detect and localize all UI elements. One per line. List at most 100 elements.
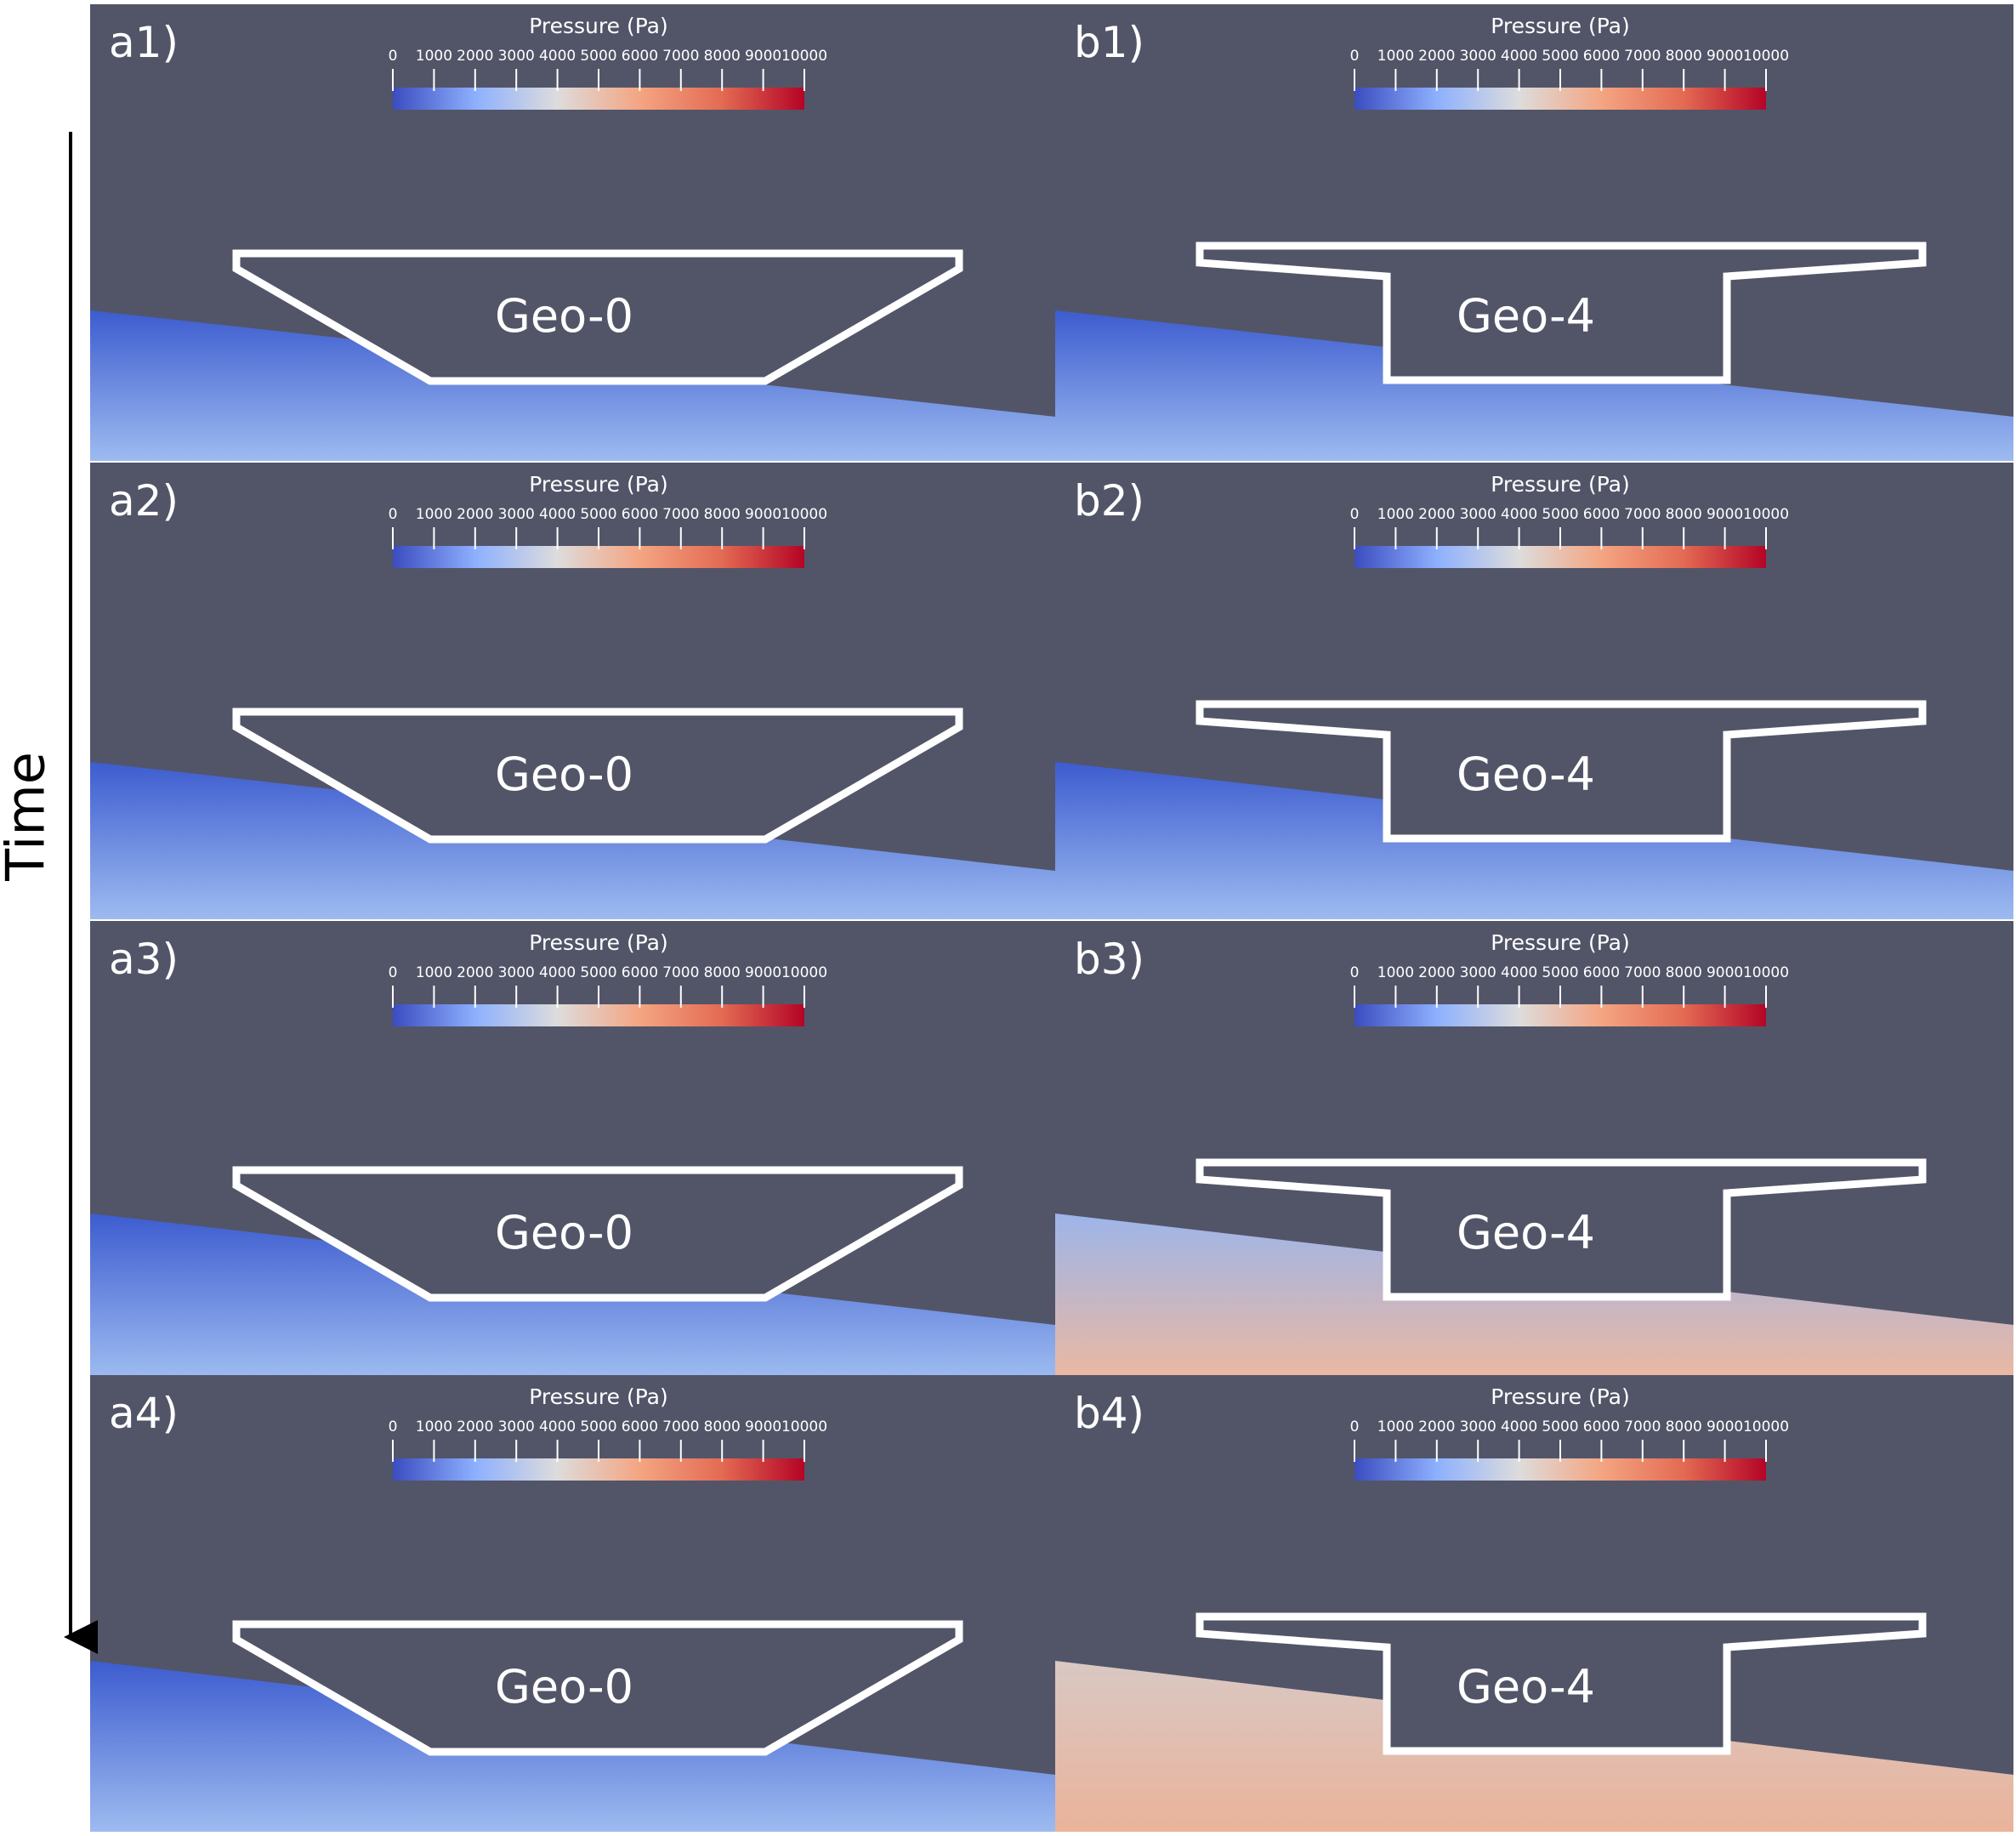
colorbar-title: Pressure (Pa) xyxy=(529,472,667,497)
colorbar-title: Pressure (Pa) xyxy=(1491,472,1629,497)
colorbar-tick-label: 10000 xyxy=(781,48,827,65)
colorbar-title: Pressure (Pa) xyxy=(1491,1384,1629,1409)
structure-outline xyxy=(1195,1612,1927,1755)
geometry-label: Geo-4 xyxy=(1457,1660,1595,1714)
colorbar-gradient xyxy=(1354,1458,1766,1481)
colorbar-tick-label: 1000 xyxy=(416,964,452,981)
colorbar-gradient xyxy=(393,88,804,110)
colorbar-tick-label: 7000 xyxy=(1624,1418,1661,1435)
colorbar-tick-label: 2000 xyxy=(1418,48,1455,65)
colorbar-tick-label: 8000 xyxy=(704,1418,741,1435)
panel-label: a2) xyxy=(109,476,179,526)
colorbar-tick-label: 7000 xyxy=(1624,506,1661,523)
panel-label: a1) xyxy=(109,18,179,67)
colorbar-tick-label: 6000 xyxy=(1583,1418,1620,1435)
colorbar-tick-label: 10000 xyxy=(781,1418,827,1435)
colorbar-tick-label: 10000 xyxy=(781,964,827,981)
colorbar-tick-label: 10000 xyxy=(1743,964,1789,981)
colorbar-title: Pressure (Pa) xyxy=(529,930,667,955)
colorbar-tick-label: 2000 xyxy=(1418,1418,1455,1435)
colorbar-tick-label: 10000 xyxy=(1743,506,1789,523)
colorbar-tick-label: 1000 xyxy=(1377,48,1414,65)
colorbar-tick-label: 3000 xyxy=(498,48,535,65)
colorbar-tick-label: 10000 xyxy=(781,506,827,523)
colorbar-tick-label: 1000 xyxy=(416,48,452,65)
colorbar-tick-label: 5000 xyxy=(580,1418,616,1435)
colorbar-tick-label: 4000 xyxy=(539,1418,576,1435)
panel-b2: Geo-4 b2) Pressure (Pa) 0 1000 2000 3000 4000 50… xyxy=(1055,463,2013,919)
colorbar-tick-label: 4000 xyxy=(1501,964,1537,981)
colorbar-tick-label: 0 xyxy=(1350,48,1360,65)
colorbar-tick-label: 4000 xyxy=(539,506,576,523)
colorbar-gradient xyxy=(1354,88,1766,110)
colorbar-tick-label: 5000 xyxy=(1542,1418,1578,1435)
colorbar-tick-label: 8000 xyxy=(704,506,741,523)
colorbar-tick-label: 4000 xyxy=(1501,48,1537,65)
structure-outline xyxy=(1195,242,1927,384)
structure-outline xyxy=(1195,700,1927,843)
colorbar-tick-label: 3000 xyxy=(1460,1418,1496,1435)
structure-outline xyxy=(232,1166,963,1302)
colorbar-tick-label: 7000 xyxy=(1624,48,1661,65)
colorbar: Pressure (Pa)0 1000 2000 3000 4000 5000 6000 70… xyxy=(1350,1384,1789,1481)
colorbar-tick-label: 6000 xyxy=(1583,964,1620,981)
colorbar: Pressure (Pa)0 1000 2000 3000 4000 5000 6000 70… xyxy=(389,930,827,1026)
colorbar-tick-label: 0 xyxy=(389,964,398,981)
colorbar-tick-label: 9000 xyxy=(1707,48,1743,65)
colorbar: Pressure (Pa)0 1000 2000 3000 4000 5000 6000 70… xyxy=(1350,930,1789,1026)
colorbar-tick-label: 0 xyxy=(389,48,398,65)
colorbar-tick-label: 3000 xyxy=(1460,48,1496,65)
colorbar-tick-label: 5000 xyxy=(1542,506,1578,523)
panel-label: a4) xyxy=(109,1389,179,1438)
panel-a1: Geo-0 a1) Pressure (Pa) 0 1000 2000 3000 4000 50… xyxy=(90,4,1055,461)
colorbar-tick-label: 0 xyxy=(389,1418,398,1435)
colorbar-title: Pressure (Pa) xyxy=(1491,14,1629,38)
colorbar-tick-label: 0 xyxy=(1350,964,1360,981)
geometry-label: Geo-0 xyxy=(495,289,633,343)
colorbar-tick-label: 10000 xyxy=(1743,1418,1789,1435)
colorbar-gradient xyxy=(393,1458,804,1481)
colorbar-tick-label: 7000 xyxy=(662,964,699,981)
colorbar-tick-label: 3000 xyxy=(1460,506,1496,523)
time-axis-text: Time xyxy=(0,752,57,881)
colorbar-tick-label: 4000 xyxy=(1501,506,1537,523)
colorbar-tick-label: 6000 xyxy=(622,964,658,981)
structure-outline xyxy=(1195,1158,1927,1301)
colorbar-tick-label: 5000 xyxy=(1542,48,1578,65)
colorbar-tick-label: 7000 xyxy=(662,48,699,65)
panel-b3: Geo-4 b3) Pressure (Pa) 0 1000 2000 3000 4000 50… xyxy=(1055,921,2013,1378)
colorbar-tick-label: 9000 xyxy=(745,964,781,981)
colorbar-tick-label: 0 xyxy=(1350,506,1360,523)
colorbar: Pressure (Pa)0 1000 2000 3000 4000 5000 6000 70… xyxy=(389,472,827,568)
colorbar-tick-label: 1000 xyxy=(416,1418,452,1435)
panel-a2: Geo-0 a2) Pressure (Pa) 0 1000 2000 3000 4000 50… xyxy=(90,463,1055,919)
structure-outline xyxy=(232,1620,963,1756)
colorbar-tick-label: 1000 xyxy=(1377,964,1414,981)
colorbar-tick-label: 4000 xyxy=(1501,1418,1537,1435)
colorbar-tick-label: 4000 xyxy=(539,48,576,65)
colorbar-tick-label: 3000 xyxy=(1460,964,1496,981)
geometry-label: Geo-0 xyxy=(495,1206,633,1259)
water-region xyxy=(1055,310,2013,461)
colorbar-tick-label: 5000 xyxy=(1542,964,1578,981)
colorbar-gradient xyxy=(1354,546,1766,568)
colorbar-tick-label: 2000 xyxy=(1418,964,1455,981)
colorbar: Pressure (Pa)0 1000 2000 3000 4000 5000 6000 70… xyxy=(389,1384,827,1481)
geometry-label: Geo-4 xyxy=(1457,747,1595,801)
geometry-label: Geo-0 xyxy=(495,1660,633,1714)
geometry-label: Geo-4 xyxy=(1457,1206,1595,1259)
colorbar-tick-label: 5000 xyxy=(580,506,616,523)
colorbar-tick-label: 8000 xyxy=(1666,48,1702,65)
colorbar-tick-label: 8000 xyxy=(1666,964,1702,981)
colorbar-tick-label: 9000 xyxy=(1707,964,1743,981)
colorbar-tick-label: 0 xyxy=(389,506,398,523)
colorbar-tick-label: 1000 xyxy=(1377,1418,1414,1435)
colorbar-tick-label: 6000 xyxy=(622,1418,658,1435)
colorbar-tick-label: 1000 xyxy=(1377,506,1414,523)
panel-a3: Geo-0 a3) Pressure (Pa) 0 1000 2000 3000 4000 50… xyxy=(90,921,1055,1378)
colorbar-tick-label: 3000 xyxy=(498,506,535,523)
colorbar-tick-label: 8000 xyxy=(1666,506,1702,523)
geometry-label: Geo-0 xyxy=(495,747,633,801)
colorbar-title: Pressure (Pa) xyxy=(1491,930,1629,955)
